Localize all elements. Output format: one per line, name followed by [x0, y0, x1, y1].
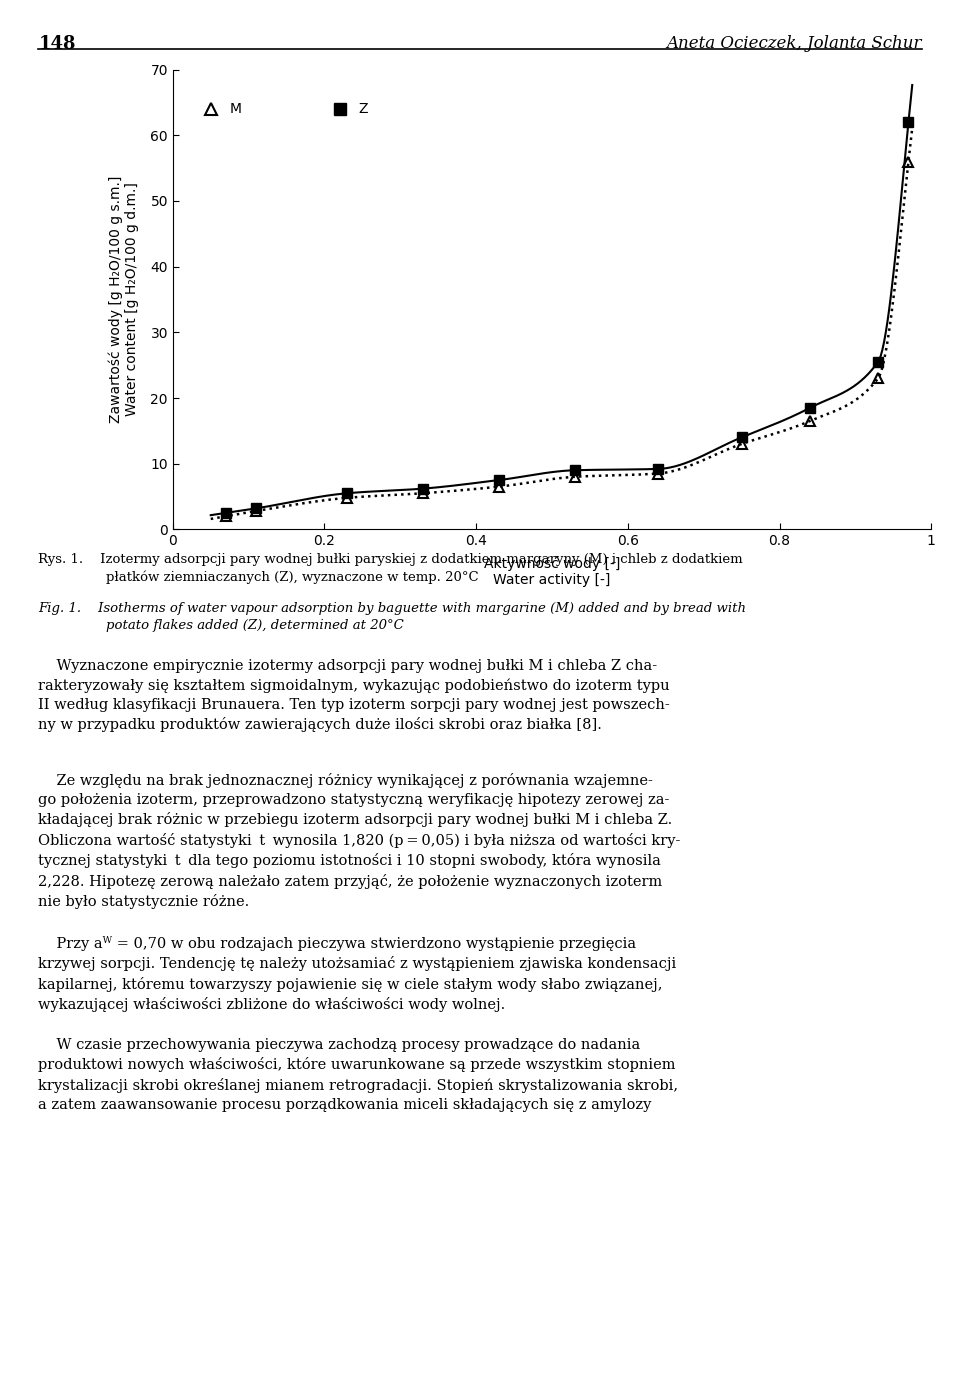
Y-axis label: Zawartość wody [g H₂O/100 g s.m.]
Water content [g H₂O/100 g d.m.]: Zawartość wody [g H₂O/100 g s.m.] Water … [108, 176, 139, 423]
Text: Aneta Ocieczek, Jolanta Schur: Aneta Ocieczek, Jolanta Schur [666, 35, 922, 52]
Text: Wyznaczone empirycznie izotermy adsorpcji pary wodnej bułki M i chleba Z cha-
ra: Wyznaczone empirycznie izotermy adsorpcj… [38, 659, 670, 731]
Text: Przy aᵂ = 0,70 w obu rodzajach pieczywa stwierdzono wystąpienie przegięcia
krzyw: Przy aᵂ = 0,70 w obu rodzajach pieczywa … [38, 936, 677, 1013]
Text: Fig. 1.    Isotherms of water vapour adsorption by baguette with margarine (M) a: Fig. 1. Isotherms of water vapour adsorp… [38, 602, 747, 632]
Text: Z: Z [359, 102, 368, 116]
Text: Rys. 1.    Izotermy adsorpcji pary wodnej bułki paryskiej z dodatkiem margaryny : Rys. 1. Izotermy adsorpcji pary wodnej b… [38, 553, 743, 584]
Text: Ze względu na brak jednoznacznej różnicy wynikającej z porównania wzajemne-
go p: Ze względu na brak jednoznacznej różnicy… [38, 773, 681, 910]
Text: M: M [229, 102, 242, 116]
Text: 148: 148 [38, 35, 76, 53]
X-axis label: Aktywność wody [-]
Water activity [-]: Aktywność wody [-] Water activity [-] [484, 557, 620, 588]
Text: W czasie przechowywania pieczywa zachodzą procesy prowadzące do nadania
produkto: W czasie przechowywania pieczywa zachodz… [38, 1038, 679, 1112]
